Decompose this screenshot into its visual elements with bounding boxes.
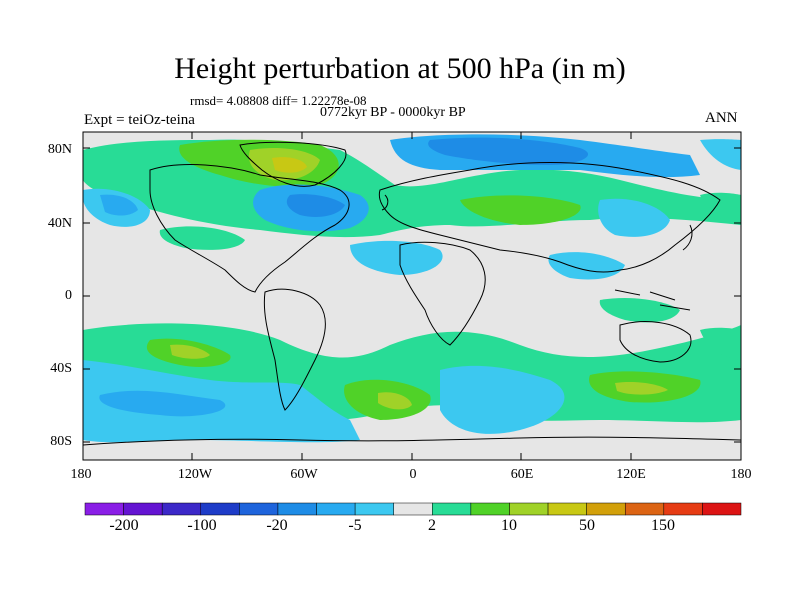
coast-eurasia — [378, 162, 721, 273]
coast-indonesia — [614, 289, 691, 311]
colorbar-label-150: 150 — [651, 517, 675, 534]
coast-greenland — [239, 141, 347, 187]
contour-blue-asia-south — [548, 252, 625, 280]
contour-deepblue-na — [286, 194, 345, 217]
lat-label-80n: 80N — [47, 142, 72, 157]
colorbar-swatch — [161, 502, 202, 516]
colorbar-label-10: 10 — [501, 517, 517, 534]
lat-label-80s: 80S — [50, 434, 72, 449]
stats-line: rmsd= 4.08808 diff= 1.22278e-08 — [190, 93, 367, 108]
colorbar-swatch — [663, 502, 703, 516]
period-label: 0772kyr BP - 0000kyr BP — [320, 105, 466, 120]
coast-south-america — [263, 288, 326, 411]
contour-yellow-core-sp — [170, 344, 210, 359]
coast-africa — [399, 241, 486, 346]
lat-label-40s: 40S — [50, 361, 72, 376]
experiment-label: Expt = teiOz-teina — [84, 112, 195, 128]
contour-green-india — [599, 298, 680, 323]
lon-label-120w: 120W — [177, 467, 213, 482]
colorbar-swatch — [123, 502, 163, 516]
contour-yellow-core-satl — [378, 392, 412, 410]
coast-japan — [682, 224, 693, 251]
contour-green-npac-east — [700, 192, 741, 225]
contour-blue-patch-sw — [99, 390, 226, 417]
contour-blue-arctic-east — [700, 139, 741, 170]
colorbar-swatch — [393, 502, 433, 516]
colorbar-label-neg200: -200 — [109, 517, 139, 534]
lon-label-120e: 120E — [616, 467, 646, 482]
coast-australia — [619, 321, 692, 363]
colorbar-swatch — [547, 502, 587, 516]
colorbar-label-50: 50 — [579, 517, 595, 534]
contour-blue-med — [350, 240, 443, 275]
contour-field — [83, 132, 741, 460]
colorbar-swatch — [586, 502, 626, 516]
colorbar-swatch — [277, 502, 317, 516]
colorbar-swatch — [509, 502, 549, 516]
colorbar-swatch — [470, 502, 510, 516]
contour-yellow-core-sio — [615, 381, 668, 395]
lon-label-60e: 60E — [510, 467, 534, 482]
coast-north-america — [149, 164, 350, 293]
contour-blue-asia — [598, 198, 670, 237]
contour-green-patch-sp-east — [700, 327, 741, 360]
contour-green-asia — [460, 195, 581, 225]
colorbar-swatch — [84, 502, 124, 516]
colorbar-swatch — [316, 502, 356, 516]
map-title: Height perturbation at 500 hPa (in m) — [174, 52, 626, 85]
lon-label-180e: 180 — [730, 467, 752, 482]
colorbar-swatch — [239, 502, 279, 516]
colorbar-label-neg20: -20 — [266, 517, 288, 534]
contour-blue-patch-nwpac — [100, 194, 138, 216]
contour-band-south-neg2 — [440, 365, 565, 434]
coast-uk — [381, 194, 389, 211]
colorbar-label-neg5: -5 — [348, 517, 362, 534]
colorbar-label-2: 2 — [428, 517, 436, 534]
lon-label-0: 0 — [409, 467, 417, 482]
colorbar-swatch — [432, 502, 472, 516]
lat-label-40n: 40N — [47, 216, 72, 231]
lon-label-180w: 180 — [70, 467, 92, 482]
contour-deepblue-eurasia — [428, 137, 589, 165]
coastlines — [83, 141, 741, 446]
season-label: ANN — [705, 110, 738, 126]
colorbar-swatch — [624, 502, 665, 516]
contour-olive-greenland — [272, 157, 307, 173]
colorbar-swatch — [200, 502, 240, 516]
lat-label-0: 0 — [65, 288, 72, 303]
colorbar-swatch — [702, 502, 742, 516]
colorbar — [84, 502, 742, 516]
lon-label-60w: 60W — [290, 467, 318, 482]
axis-ticks — [83, 132, 741, 460]
coast-antarctica — [83, 436, 741, 446]
colorbar-label-neg100: -100 — [187, 517, 217, 534]
colorbar-swatch — [354, 502, 394, 516]
